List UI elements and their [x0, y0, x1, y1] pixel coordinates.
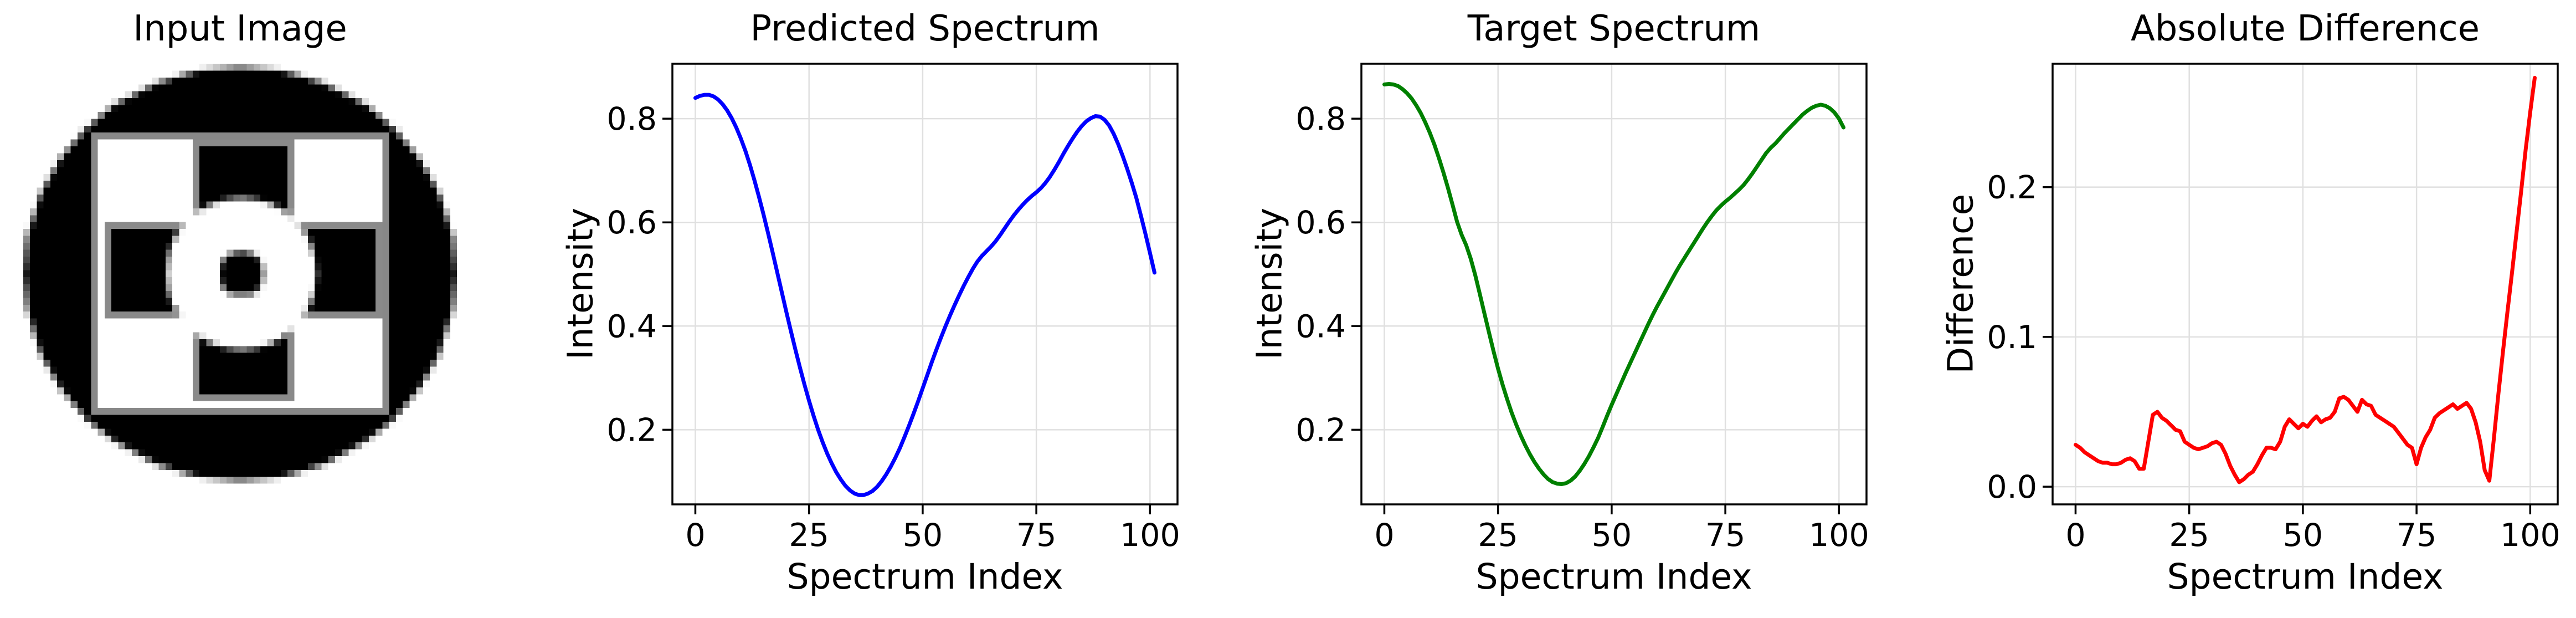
y-tick-label: 0.1	[1987, 319, 2037, 356]
x-tick-label: 25	[2169, 517, 2209, 554]
data-line	[693, 93, 1156, 497]
data-line	[1382, 82, 1845, 486]
absolute-difference-chart: 0 25 50 75 100 0.0 0.1 0.2	[1987, 63, 2560, 554]
input-image	[23, 64, 457, 504]
axes-frame	[671, 63, 1179, 505]
y-tick-label: 0.0	[1987, 469, 2037, 505]
y-tick-label: 0.4	[1295, 308, 1346, 345]
y-tick-label: 0.8	[1295, 101, 1346, 137]
x-tick-label: 25	[1478, 517, 1518, 554]
x-tick-label: 25	[789, 517, 829, 554]
x-tick-label: 100	[2500, 517, 2560, 554]
x-tick-label: 75	[2397, 517, 2437, 554]
y-tick-label: 0.2	[1987, 170, 2037, 206]
x-tick-label: 100	[1809, 517, 1869, 554]
absolute-difference-title: Absolute Difference	[2131, 8, 2480, 49]
y-tick-label: 0.2	[606, 412, 657, 448]
predicted-spectrum-x-axis-label: Spectrum Index	[786, 556, 1063, 597]
data-line	[2074, 75, 2537, 484]
x-tick-label: 0	[2065, 517, 2085, 554]
predicted-spectrum-y-axis-label: Intensity	[560, 207, 601, 360]
x-tick-label: 0	[1374, 517, 1394, 554]
x-tick-label: 100	[1120, 517, 1180, 554]
target-spectrum-chart: 0 25 50 75 100 0.2 0.4 0.6 0.8	[1295, 63, 1869, 554]
input-image-title: Input Image	[133, 8, 347, 49]
y-tick-label: 0.6	[1295, 205, 1346, 241]
axes-frame	[2051, 63, 2559, 505]
target-spectrum-x-axis-label: Spectrum Index	[1475, 556, 1752, 597]
y-tick-label: 0.8	[606, 101, 657, 137]
target-spectrum-y-axis-label: Intensity	[1249, 207, 1290, 360]
x-tick-label: 75	[1016, 517, 1057, 554]
absolute-difference-y-axis-label: Difference	[1940, 193, 1981, 374]
x-tick-label: 50	[903, 517, 943, 554]
x-tick-label: 75	[1705, 517, 1746, 554]
absolute-difference-x-axis-label: Spectrum Index	[2167, 556, 2444, 597]
x-tick-label: 50	[1592, 517, 1632, 554]
axes-frame	[1360, 63, 1868, 505]
y-tick-label: 0.2	[1295, 412, 1346, 448]
x-tick-label: 50	[2283, 517, 2323, 554]
target-spectrum-title: Target Spectrum	[1467, 8, 1761, 49]
predicted-spectrum-title: Predicted Spectrum	[750, 8, 1100, 49]
predicted-spectrum-chart: 0 25 50 75 100 0.2 0.4 0.6 0.8	[606, 63, 1180, 554]
y-tick-label: 0.4	[606, 308, 657, 345]
y-tick-label: 0.6	[606, 205, 657, 241]
x-tick-label: 0	[685, 517, 705, 554]
